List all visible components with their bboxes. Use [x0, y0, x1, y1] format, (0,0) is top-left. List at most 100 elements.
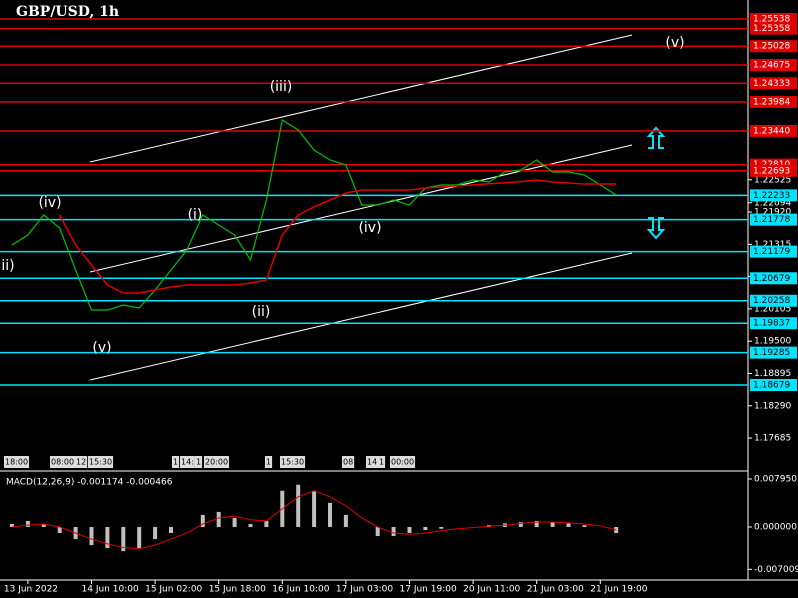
level-box [750, 294, 797, 307]
y-tick-label: 0.007950 [754, 474, 797, 484]
macd-bar [407, 526, 412, 534]
channel-line [89, 144, 633, 273]
x-tick-label: 20 Jun 11:00 [463, 585, 520, 595]
y-tick-label: 1.22525 [754, 175, 791, 185]
macd-bar [439, 526, 444, 529]
macd-bar [41, 523, 46, 527]
down-arrow [646, 217, 666, 240]
x-tick-label: 15 Jun 18:00 [209, 585, 266, 595]
session-label: 14: [181, 458, 194, 467]
wave-label: (i) [188, 207, 203, 223]
level-label: 1.25358 [753, 24, 790, 34]
level-label: 1.19285 [753, 348, 790, 358]
level-box [750, 124, 797, 137]
level-label: 1.20258 [753, 296, 790, 306]
y-tick-label: 1.20105 [754, 304, 791, 314]
up-arrow [646, 126, 666, 149]
session-label: 12 [76, 458, 86, 467]
session-box [180, 456, 195, 468]
level-label: 1.18679 [753, 380, 790, 390]
macd-bar [216, 511, 221, 527]
wave-label: (iii) [270, 79, 293, 95]
macd-bar [137, 526, 142, 549]
session-label: 1 [196, 458, 201, 467]
macd-bar [10, 523, 14, 527]
macd-bar [264, 520, 269, 527]
level-label: 1.21179 [753, 247, 790, 257]
session-label: 15:30 [89, 458, 112, 467]
session-box [88, 456, 114, 468]
macd-title: MACD(12,26,9) -0.001174 -0.000466 [6, 478, 173, 488]
macd-bar [423, 526, 428, 531]
level-label: 1.19837 [753, 319, 790, 329]
macd-bar [312, 490, 317, 527]
session-label: 1 [266, 458, 271, 467]
level-box [750, 189, 797, 202]
wave-label: (ii) [252, 304, 271, 320]
level-box [750, 95, 797, 108]
level-box [750, 22, 797, 35]
level-box [750, 245, 797, 258]
level-box [750, 40, 797, 53]
channel-line [89, 34, 633, 163]
macd-bar [232, 517, 237, 527]
session-box [366, 456, 379, 468]
session-label: 1 [173, 458, 178, 467]
macd-bar [343, 514, 348, 527]
session-box [342, 456, 355, 468]
macd-bar [121, 526, 126, 552]
macd-bar [614, 526, 619, 534]
session-label: 00:00 [391, 458, 414, 467]
channel-line [89, 252, 633, 381]
macd-bar [153, 526, 158, 540]
y-tick-label: 1.17685 [754, 434, 791, 444]
macd-bar [534, 520, 539, 527]
macd-bar [25, 520, 30, 527]
level-box [750, 12, 797, 25]
session-label: 1 [379, 458, 384, 467]
session-box [204, 456, 230, 468]
y-tick-label: 1.18895 [754, 369, 791, 379]
level-label: 1.24675 [753, 61, 790, 71]
session-box [280, 456, 306, 468]
macd-bar [200, 514, 205, 527]
x-tick-label: 15 Jun 02:00 [145, 585, 202, 595]
level-label: 1.21778 [753, 215, 790, 225]
level-label: 1.25028 [753, 42, 790, 52]
y-tick-label: 1.21920 [754, 208, 791, 218]
x-tick-label: 17 Jun 19:00 [400, 585, 457, 595]
session-box [50, 456, 76, 468]
macd-bar [248, 523, 253, 527]
level-box [750, 346, 797, 359]
macd-bar [296, 484, 301, 527]
macd-bar [518, 522, 523, 527]
wave-label: (iv) [358, 220, 381, 236]
level-label: 1.22693 [753, 166, 790, 176]
x-tick-label: 17 Jun 03:00 [336, 585, 393, 595]
y-tick-label: 1.18290 [754, 401, 791, 411]
price-line [11, 119, 617, 311]
chart-title: GBP/USD, 1h [16, 4, 119, 20]
session-box [172, 456, 180, 468]
level-box [750, 272, 797, 285]
session-label: 15:30 [281, 458, 304, 467]
y-tick-label: 0.000000 [754, 522, 797, 532]
y-tick-label: -0.007009 [754, 565, 798, 575]
level-label: 1.20679 [753, 274, 790, 284]
level-label: 1.22233 [753, 191, 790, 201]
level-box [750, 317, 797, 330]
level-box [750, 378, 797, 391]
macd-bar [328, 502, 332, 527]
session-label: 08:00 [51, 458, 74, 467]
macd-bar [375, 526, 380, 537]
level-label: 1.23440 [753, 126, 790, 136]
level-box [750, 213, 797, 226]
session-label: 20:00 [205, 458, 228, 467]
y-tick-label: 1.19500 [754, 337, 791, 347]
moving-average [59, 179, 617, 294]
macd-bar [57, 526, 62, 534]
level-label: 1.25538 [753, 14, 790, 24]
macd-bar [550, 522, 555, 527]
